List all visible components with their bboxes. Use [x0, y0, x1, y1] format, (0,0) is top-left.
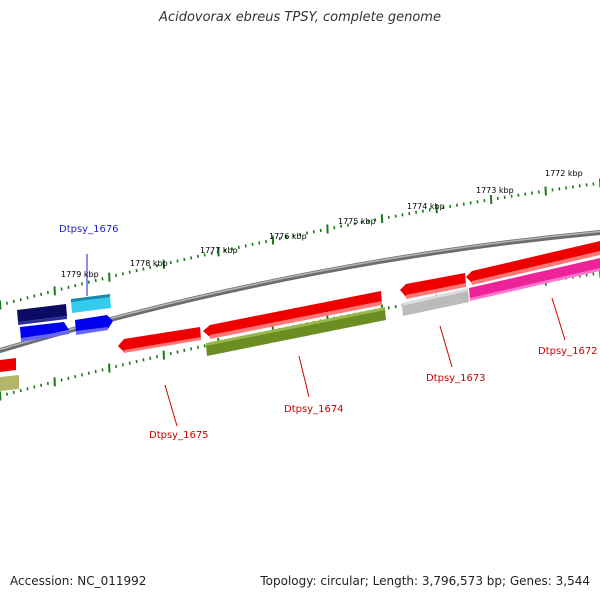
gene-blue-right[interactable] [75, 315, 113, 335]
gene-dtpsy-1673[interactable] [400, 273, 466, 299]
gene-red-left-edge[interactable] [0, 358, 16, 372]
scale-labels: 1772 kbp 1773 kbp 1774 kbp 1775 kbp 1776… [61, 169, 583, 279]
callout-lines [86, 254, 566, 427]
gene-navy-forward[interactable] [17, 304, 67, 325]
scale-label-1773: 1773 kbp [476, 186, 514, 195]
scale-label-1772: 1772 kbp [545, 169, 583, 178]
gene-label-dtpsy-1672[interactable]: Dtpsy_1672 [538, 346, 598, 357]
gene-cyan-dtpsy-1676[interactable] [71, 294, 111, 313]
gene-dtpsy-1674[interactable] [203, 291, 382, 339]
gene-olive[interactable] [206, 307, 386, 356]
gene-labels: Dtpsy_1676 Dtpsy_1675 Dtpsy_1674 Dtpsy_1… [59, 224, 598, 441]
scale-label-1777: 1777 kbp [200, 246, 238, 255]
callout-line-1674 [298, 355, 310, 398]
scale-label-1775: 1775 kbp [338, 217, 376, 226]
scale-label-1774: 1774 kbp [407, 202, 445, 211]
gene-pink[interactable] [469, 258, 600, 301]
gene-label-dtpsy-1675[interactable]: Dtpsy_1675 [149, 430, 209, 441]
map-title: Acidovorax ebreus TPSY, complete genome [159, 10, 441, 25]
gene-dtpsy-1672[interactable] [466, 241, 600, 285]
callout-line-1675 [164, 384, 178, 427]
gene-blue-left[interactable] [20, 322, 69, 342]
gene-label-dtpsy-1673[interactable]: Dtpsy_1673 [426, 373, 486, 384]
gene-dtpsy-1675[interactable] [118, 327, 201, 353]
topology-text: Topology: circular; Length: 3,796,573 bp… [260, 574, 590, 588]
outer-scale-track [0, 178, 600, 310]
gene-label-dtpsy-1676[interactable]: Dtpsy_1676 [59, 224, 119, 235]
scale-label-1779: 1779 kbp [61, 270, 99, 279]
accession-text: Accession: NC_011992 [10, 574, 147, 588]
gene-label-dtpsy-1674[interactable]: Dtpsy_1674 [284, 404, 344, 415]
callout-line-1673 [439, 325, 453, 368]
callout-line-1672 [551, 297, 566, 341]
gene-khaki-left-edge[interactable] [0, 375, 19, 391]
scale-label-1778: 1778 kbp [130, 259, 168, 268]
scale-label-1776: 1776 kbp [269, 232, 307, 241]
gene-gray[interactable] [402, 288, 469, 316]
